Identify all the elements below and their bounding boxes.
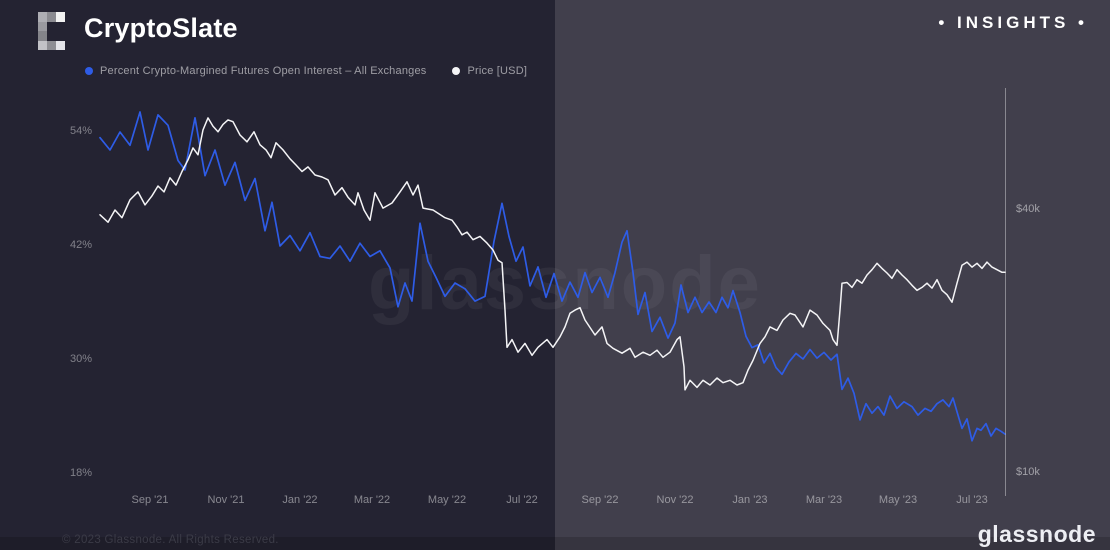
y-tick-left-label: 18%: [69, 467, 92, 479]
logo-pixel: [56, 12, 65, 22]
legend-label: Percent Crypto-Margined Futures Open Int…: [100, 65, 427, 77]
y-tick-left-label: 54%: [69, 125, 92, 137]
legend-item: Percent Crypto-Margined Futures Open Int…: [85, 65, 426, 77]
legend-label: Price [USD]: [467, 65, 528, 77]
logo-pixel: [38, 12, 47, 22]
footer-shade: [0, 537, 1110, 550]
y-tick-right-label: $40k: [1016, 203, 1040, 215]
x-tick-label: May '22: [427, 494, 467, 506]
glassnode-watermark: glassnode: [368, 241, 762, 326]
x-tick-label: Nov '22: [656, 494, 694, 506]
legend-dot-icon: [452, 67, 461, 75]
x-tick-label: Nov '21: [207, 494, 245, 506]
logo-pixel: [38, 21, 47, 31]
x-tick-label: Jul '23: [956, 494, 988, 506]
logo-pixel: [38, 40, 47, 50]
x-tick-label: Jan '23: [732, 494, 768, 506]
insights-badge: • INSIGHTS •: [938, 13, 1088, 32]
legend-dot-icon: [85, 67, 93, 75]
legend-item: Price [USD]: [452, 65, 527, 77]
x-tick-label: Jan '22: [282, 494, 318, 506]
x-tick-label: Sep '22: [581, 494, 619, 506]
x-tick-label: May '23: [878, 494, 918, 506]
price-line: [99, 117, 1006, 391]
y-tick-left-label: 42%: [69, 239, 92, 251]
legend: Percent Crypto-Margined Futures Open Int…: [85, 65, 527, 77]
logo-pixel: [47, 40, 56, 50]
open-interest-line: [99, 111, 1006, 442]
cryptoslate-logo-icon: [38, 12, 65, 50]
logo-pixel: [38, 31, 47, 41]
logo-pixel: [47, 12, 56, 22]
x-tick-label: Jul '22: [506, 494, 538, 506]
page-title: CryptoSlate: [84, 13, 238, 43]
x-tick-label: Sep '21: [131, 494, 169, 506]
right-axis-line: [1005, 88, 1006, 496]
x-tick-label: Mar '23: [805, 494, 843, 506]
x-tick-label: Mar '22: [353, 494, 391, 506]
y-tick-left-label: 30%: [69, 353, 92, 365]
glassnode-wordmark: glassnode: [977, 521, 1096, 547]
y-tick-right-label: $10k: [1016, 466, 1040, 478]
copyright-text: © 2023 Glassnode. All Rights Reserved.: [62, 534, 279, 546]
background-right-panel: [555, 0, 1110, 550]
logo-pixel: [56, 40, 65, 50]
